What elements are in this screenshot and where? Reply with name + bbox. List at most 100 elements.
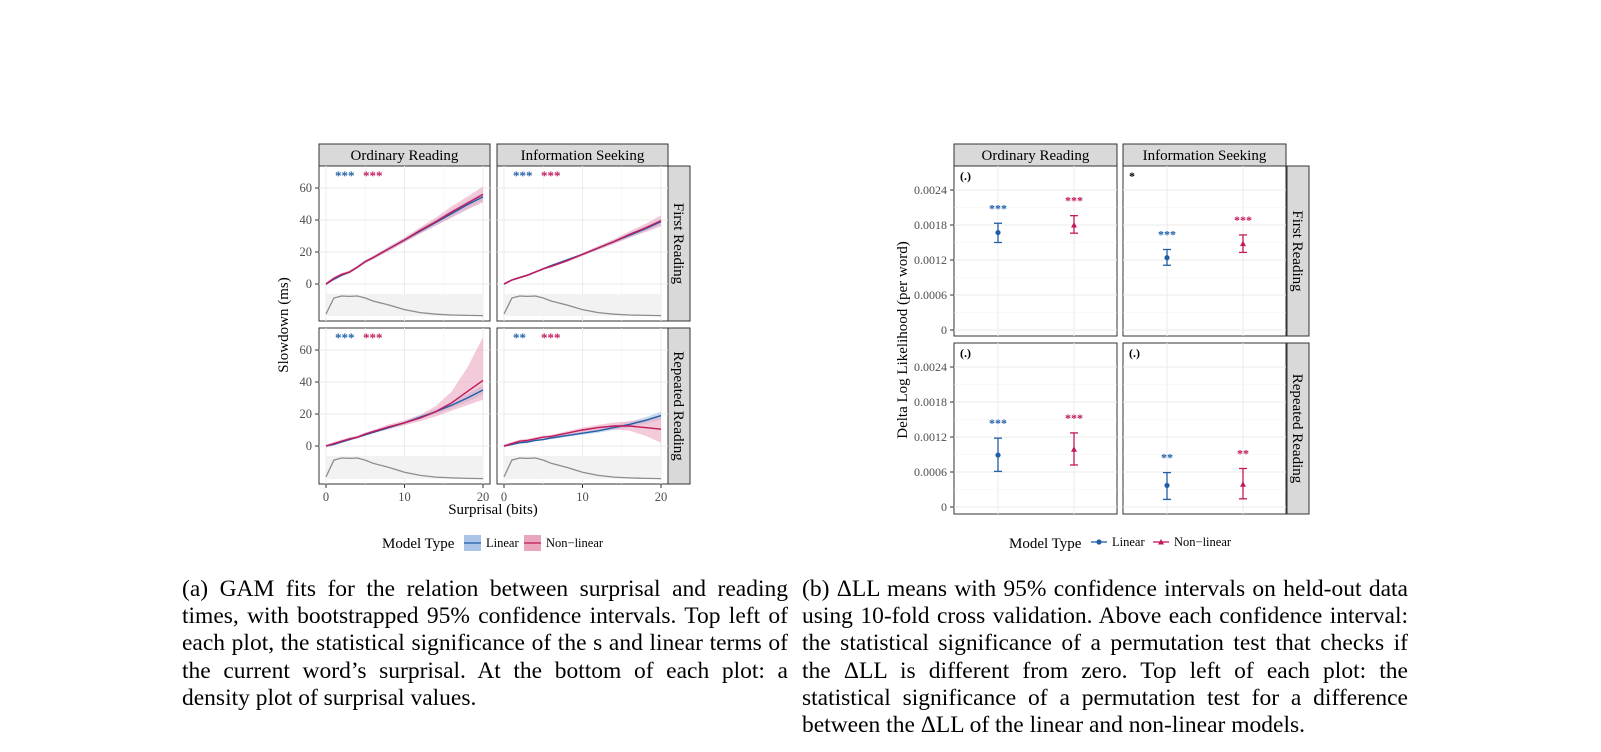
legend-key-linear-point: [1096, 539, 1102, 545]
mean-point-non-linear: [1240, 481, 1246, 487]
legend-label-linear: Linear: [486, 536, 519, 550]
y-axis-label: Slowdown (ms): [276, 277, 292, 372]
significance-non-linear: ***: [1234, 213, 1252, 227]
mean-point-non-linear: [1071, 446, 1077, 452]
x-tick-label: 20: [477, 490, 490, 504]
significance-nonlinear: ***: [541, 330, 561, 345]
panel-information-seeking-repeated-reading: ** ***0 10 20: [496, 327, 669, 504]
y-tick-label: 60: [300, 181, 313, 195]
y-tick-label: 20: [300, 407, 313, 421]
facet-title-information-seeking: Information Seeking: [1143, 148, 1267, 164]
significance-nonlinear: ***: [541, 168, 561, 183]
y-tick-label: 40: [300, 375, 313, 389]
difference-significance: (.): [960, 346, 971, 360]
significance-linear: ***: [989, 416, 1007, 430]
panel-frame: [953, 342, 1118, 515]
series-line-non-linear: [325, 379, 484, 447]
legend-title: Model Type: [382, 536, 455, 552]
delta-ll-figure: Ordinary Reading Information Seeking First…: [895, 143, 1310, 552]
legend-label-linear: Linear: [1112, 535, 1145, 549]
density-curve: [325, 457, 484, 480]
facet-strip-first-reading: [1286, 165, 1310, 337]
y-tick-label: 0.0024: [914, 360, 947, 374]
y-tick-label: 0.0006: [914, 465, 947, 479]
y-tick-label: 20: [300, 245, 313, 259]
significance-non-linear: ***: [1065, 194, 1083, 208]
caption-b: (b) ΔLL means with 95% confidence interv…: [802, 576, 1408, 739]
density-curve: [325, 295, 484, 317]
y-tick-label: 0.0018: [914, 218, 947, 232]
significance-linear: ***: [335, 168, 355, 183]
x-tick-label: 0: [323, 490, 329, 504]
legend-title: Model Type: [1009, 536, 1082, 552]
x-tick-label: 0: [501, 490, 507, 504]
legend-label-nonlinear: Non−linear: [546, 536, 604, 550]
density-background: [326, 456, 483, 479]
significance-non-linear: **: [1237, 447, 1249, 461]
y-axis-label: Delta Log Likelihood (per word): [895, 241, 911, 438]
y-tick-label: 60: [300, 343, 313, 357]
y-tick-label: 0: [306, 439, 312, 453]
series-line-non-linear: [325, 193, 484, 285]
caption-a: (a) GAM fits for the relation between su…: [182, 576, 788, 711]
density-background: [504, 456, 661, 479]
density-curve: [503, 295, 662, 317]
significance-linear: **: [513, 330, 526, 345]
mean-point-non-linear: [1240, 240, 1246, 247]
facet-row-title-first-reading: First Reading: [670, 203, 686, 285]
facet-title-ordinary-reading: Ordinary Reading: [982, 148, 1090, 164]
significance-non-linear: ***: [1065, 411, 1083, 425]
density-background: [504, 294, 661, 316]
panel-frame: [953, 165, 1118, 337]
x-tick-label: 10: [576, 490, 589, 504]
ci-band-non-linear: [504, 215, 661, 286]
y-tick-label: 0: [941, 500, 947, 514]
y-tick-label: 0: [941, 323, 947, 337]
panel-ordinary-reading-first-reading: *** *** (.) 0 0.0006 0.0012 0.0018 0.0024: [914, 165, 1118, 337]
significance-nonlinear: ***: [363, 330, 383, 345]
mean-point-linear: [995, 452, 1001, 458]
y-tick-label: 0.0024: [914, 183, 947, 197]
x-tick-label: 10: [398, 490, 411, 504]
panel-information-seeking-first-reading: *** ***: [496, 165, 669, 322]
legend-label-nonlinear: Non−linear: [1174, 535, 1232, 549]
series-line-linear: [325, 389, 484, 447]
difference-significance: (.): [960, 169, 971, 183]
density-curve: [503, 457, 662, 480]
ci-band-non-linear: [326, 337, 483, 448]
y-tick-label: 40: [300, 213, 313, 227]
significance-nonlinear: ***: [363, 168, 383, 183]
series-line-non-linear: [503, 425, 662, 447]
series-line-linear: [503, 414, 662, 447]
facet-title-ordinary-reading: Ordinary Reading: [351, 148, 459, 164]
difference-significance: (.): [1129, 346, 1140, 360]
facet-title-information-seeking: Information Seeking: [521, 148, 645, 164]
significance-linear: ***: [1158, 228, 1176, 242]
y-tick-label: 0.0006: [914, 288, 947, 302]
x-tick-label: 20: [655, 490, 668, 504]
y-tick-label: 0.0012: [914, 253, 947, 267]
difference-significance: *: [1129, 169, 1135, 183]
gam-fits-figure: Ordinary Reading Information Seeking First…: [276, 143, 691, 552]
panel-information-seeking-repeated-reading: ** ** (.): [1122, 342, 1287, 515]
y-tick-label: 0.0012: [914, 430, 947, 444]
legend-key-nonlinear-point: [1158, 539, 1164, 545]
y-tick-label: 0.0018: [914, 395, 947, 409]
density-background: [326, 294, 483, 316]
x-axis-label: Surprisal (bits): [448, 502, 538, 518]
mean-point-non-linear: [1071, 222, 1077, 228]
mean-point-linear: [1164, 255, 1170, 261]
panel-information-seeking-first-reading: *******: [1122, 165, 1287, 337]
facet-strip-repeated-reading: [1286, 342, 1310, 515]
panel-ordinary-reading-first-reading: *** *** 0 20 40 60: [300, 165, 491, 322]
facet-row-title-repeated-reading: Repeated Reading: [1289, 374, 1305, 484]
mean-point-linear: [1164, 482, 1170, 489]
panel-ordinary-reading-repeated-reading: *** *** 0 20 40 60 0 10 20: [300, 327, 491, 504]
panel-frame: [1122, 342, 1287, 515]
ci-band-non-linear: [504, 415, 661, 448]
panel-ordinary-reading-repeated-reading: *** *** (.) 0 0.0006 0.0012 0.0018 0.0024: [914, 342, 1118, 515]
facet-row-title-repeated-reading: Repeated Reading: [670, 351, 686, 461]
significance-linear: ***: [513, 168, 533, 183]
ci-band-non-linear: [326, 186, 483, 286]
significance-linear: ***: [989, 201, 1007, 215]
